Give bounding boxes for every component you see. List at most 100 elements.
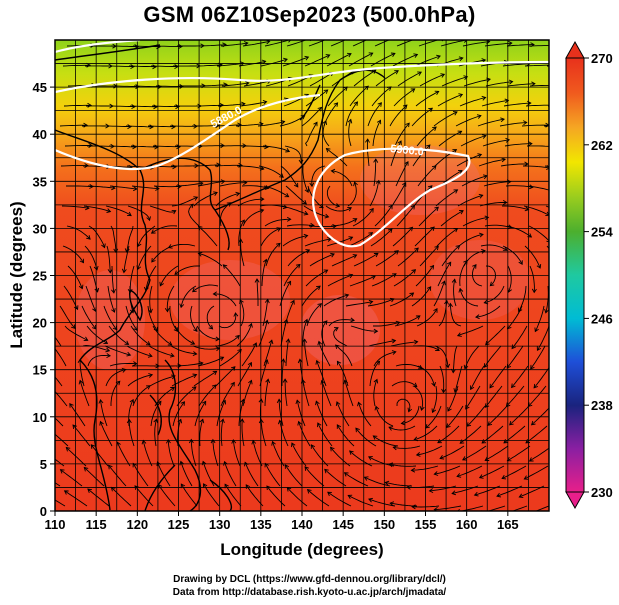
streamline-arrowhead bbox=[551, 189, 555, 193]
streamline-arrowhead bbox=[501, 512, 505, 516]
streamline bbox=[104, 345, 131, 356]
streamline bbox=[507, 305, 523, 329]
streamline-arrowhead bbox=[473, 491, 479, 497]
streamline-arrowhead bbox=[419, 406, 425, 411]
streamline-arrowhead bbox=[297, 358, 303, 364]
streamline-arrowhead bbox=[390, 52, 396, 57]
streamline bbox=[304, 54, 330, 67]
streamline-arrowhead bbox=[98, 399, 104, 404]
streamline bbox=[355, 427, 377, 447]
colorbar-upper-arrow bbox=[565, 40, 585, 59]
streamline bbox=[105, 369, 126, 387]
streamline-arrowhead bbox=[268, 339, 274, 345]
streamline-arrowhead bbox=[150, 229, 156, 234]
streamline-arrowhead bbox=[333, 327, 339, 332]
streamline-arrowhead bbox=[353, 101, 359, 106]
streamline-arrowhead bbox=[528, 141, 533, 147]
streamline-arrowhead bbox=[336, 424, 342, 429]
streamline-arrowhead bbox=[179, 84, 184, 89]
x-axis-ticks: 110 115 120 125 130 135 140 145 150 155 160 165 bbox=[45, 511, 519, 532]
streamline-arrowhead bbox=[392, 445, 398, 451]
streamline-arrowhead bbox=[313, 121, 318, 127]
streamline-arrowhead bbox=[303, 233, 309, 239]
streamline bbox=[327, 274, 353, 287]
streamline-arrowhead bbox=[433, 471, 439, 476]
streamline-arrowhead bbox=[364, 85, 369, 91]
streamline bbox=[110, 225, 117, 253]
streamline bbox=[507, 83, 535, 87]
streamline bbox=[152, 145, 181, 148]
streamline bbox=[126, 345, 153, 357]
streamline-arrowhead bbox=[446, 423, 451, 429]
streamline-arrowhead bbox=[248, 322, 253, 328]
streamline-arrowhead bbox=[84, 163, 89, 168]
streamline bbox=[330, 218, 357, 227]
streamline bbox=[391, 381, 418, 387]
streamline-arrowhead bbox=[414, 247, 419, 253]
streamline bbox=[60, 469, 83, 487]
streamline bbox=[478, 158, 506, 167]
streamline bbox=[264, 463, 281, 487]
streamline-arrowhead bbox=[481, 58, 487, 63]
streamline bbox=[396, 205, 415, 227]
streamline-arrowhead bbox=[317, 340, 323, 346]
streamline bbox=[127, 205, 151, 221]
streamline-arrowhead bbox=[124, 340, 130, 345]
streamline-arrowhead bbox=[343, 379, 348, 385]
streamline-arrowhead bbox=[303, 210, 309, 216]
streamline-arrowhead bbox=[271, 440, 276, 446]
streamline-arrowhead bbox=[174, 64, 179, 69]
streamline-arrowhead bbox=[132, 144, 137, 150]
streamline bbox=[83, 467, 105, 487]
streamline bbox=[237, 165, 264, 170]
streamline-arrowhead bbox=[376, 119, 382, 125]
streamline-arrowhead bbox=[197, 251, 203, 257]
streamline-arrowhead bbox=[435, 346, 440, 351]
streamline bbox=[79, 359, 85, 387]
streamline-arrowhead bbox=[294, 182, 299, 188]
streamline-arrowhead bbox=[475, 314, 480, 320]
streamline bbox=[219, 202, 232, 227]
streamline bbox=[152, 325, 173, 346]
streamline-arrowhead bbox=[258, 398, 264, 403]
streamline-arrowhead bbox=[432, 126, 437, 131]
streamline bbox=[81, 305, 97, 330]
streamline bbox=[438, 130, 462, 147]
streamline-arrowhead bbox=[440, 73, 446, 78]
streamline-arrowhead bbox=[240, 398, 246, 404]
streamline bbox=[411, 286, 432, 307]
streamline bbox=[347, 182, 357, 207]
streamline bbox=[180, 285, 197, 308]
streamline-arrowhead bbox=[219, 102, 224, 108]
streamline bbox=[414, 226, 435, 247]
streamline bbox=[449, 303, 462, 327]
streamline-arrowhead bbox=[334, 344, 340, 350]
streamline bbox=[526, 145, 549, 147]
streamline bbox=[245, 484, 264, 507]
streamline-arrowhead bbox=[459, 210, 464, 215]
streamline bbox=[396, 398, 411, 412]
streamline bbox=[484, 385, 503, 408]
wind-streamlines bbox=[55, 40, 555, 516]
streamline bbox=[368, 456, 395, 467]
streamline bbox=[414, 55, 441, 67]
streamline bbox=[282, 235, 308, 247]
x-tick-label: 115 bbox=[86, 517, 107, 532]
streamline bbox=[369, 180, 380, 207]
streamline bbox=[368, 498, 396, 507]
streamline bbox=[174, 325, 195, 345]
height-contours bbox=[55, 40, 549, 248]
streamline-arrowhead bbox=[203, 483, 208, 488]
streamline-arrowhead bbox=[387, 228, 393, 234]
streamline-arrowhead bbox=[375, 179, 381, 185]
streamline-arrowhead bbox=[129, 398, 135, 404]
streamline-arrowhead bbox=[180, 401, 186, 406]
streamline-arrowhead bbox=[132, 361, 138, 367]
streamline bbox=[439, 445, 465, 459]
streamline-arrowhead bbox=[391, 273, 397, 278]
streamline-arrowhead bbox=[111, 289, 116, 294]
streamline-arrowhead bbox=[481, 134, 487, 139]
streamline bbox=[459, 505, 484, 511]
streamline-arrowhead bbox=[148, 373, 154, 378]
streamline-arrowhead bbox=[451, 490, 457, 496]
